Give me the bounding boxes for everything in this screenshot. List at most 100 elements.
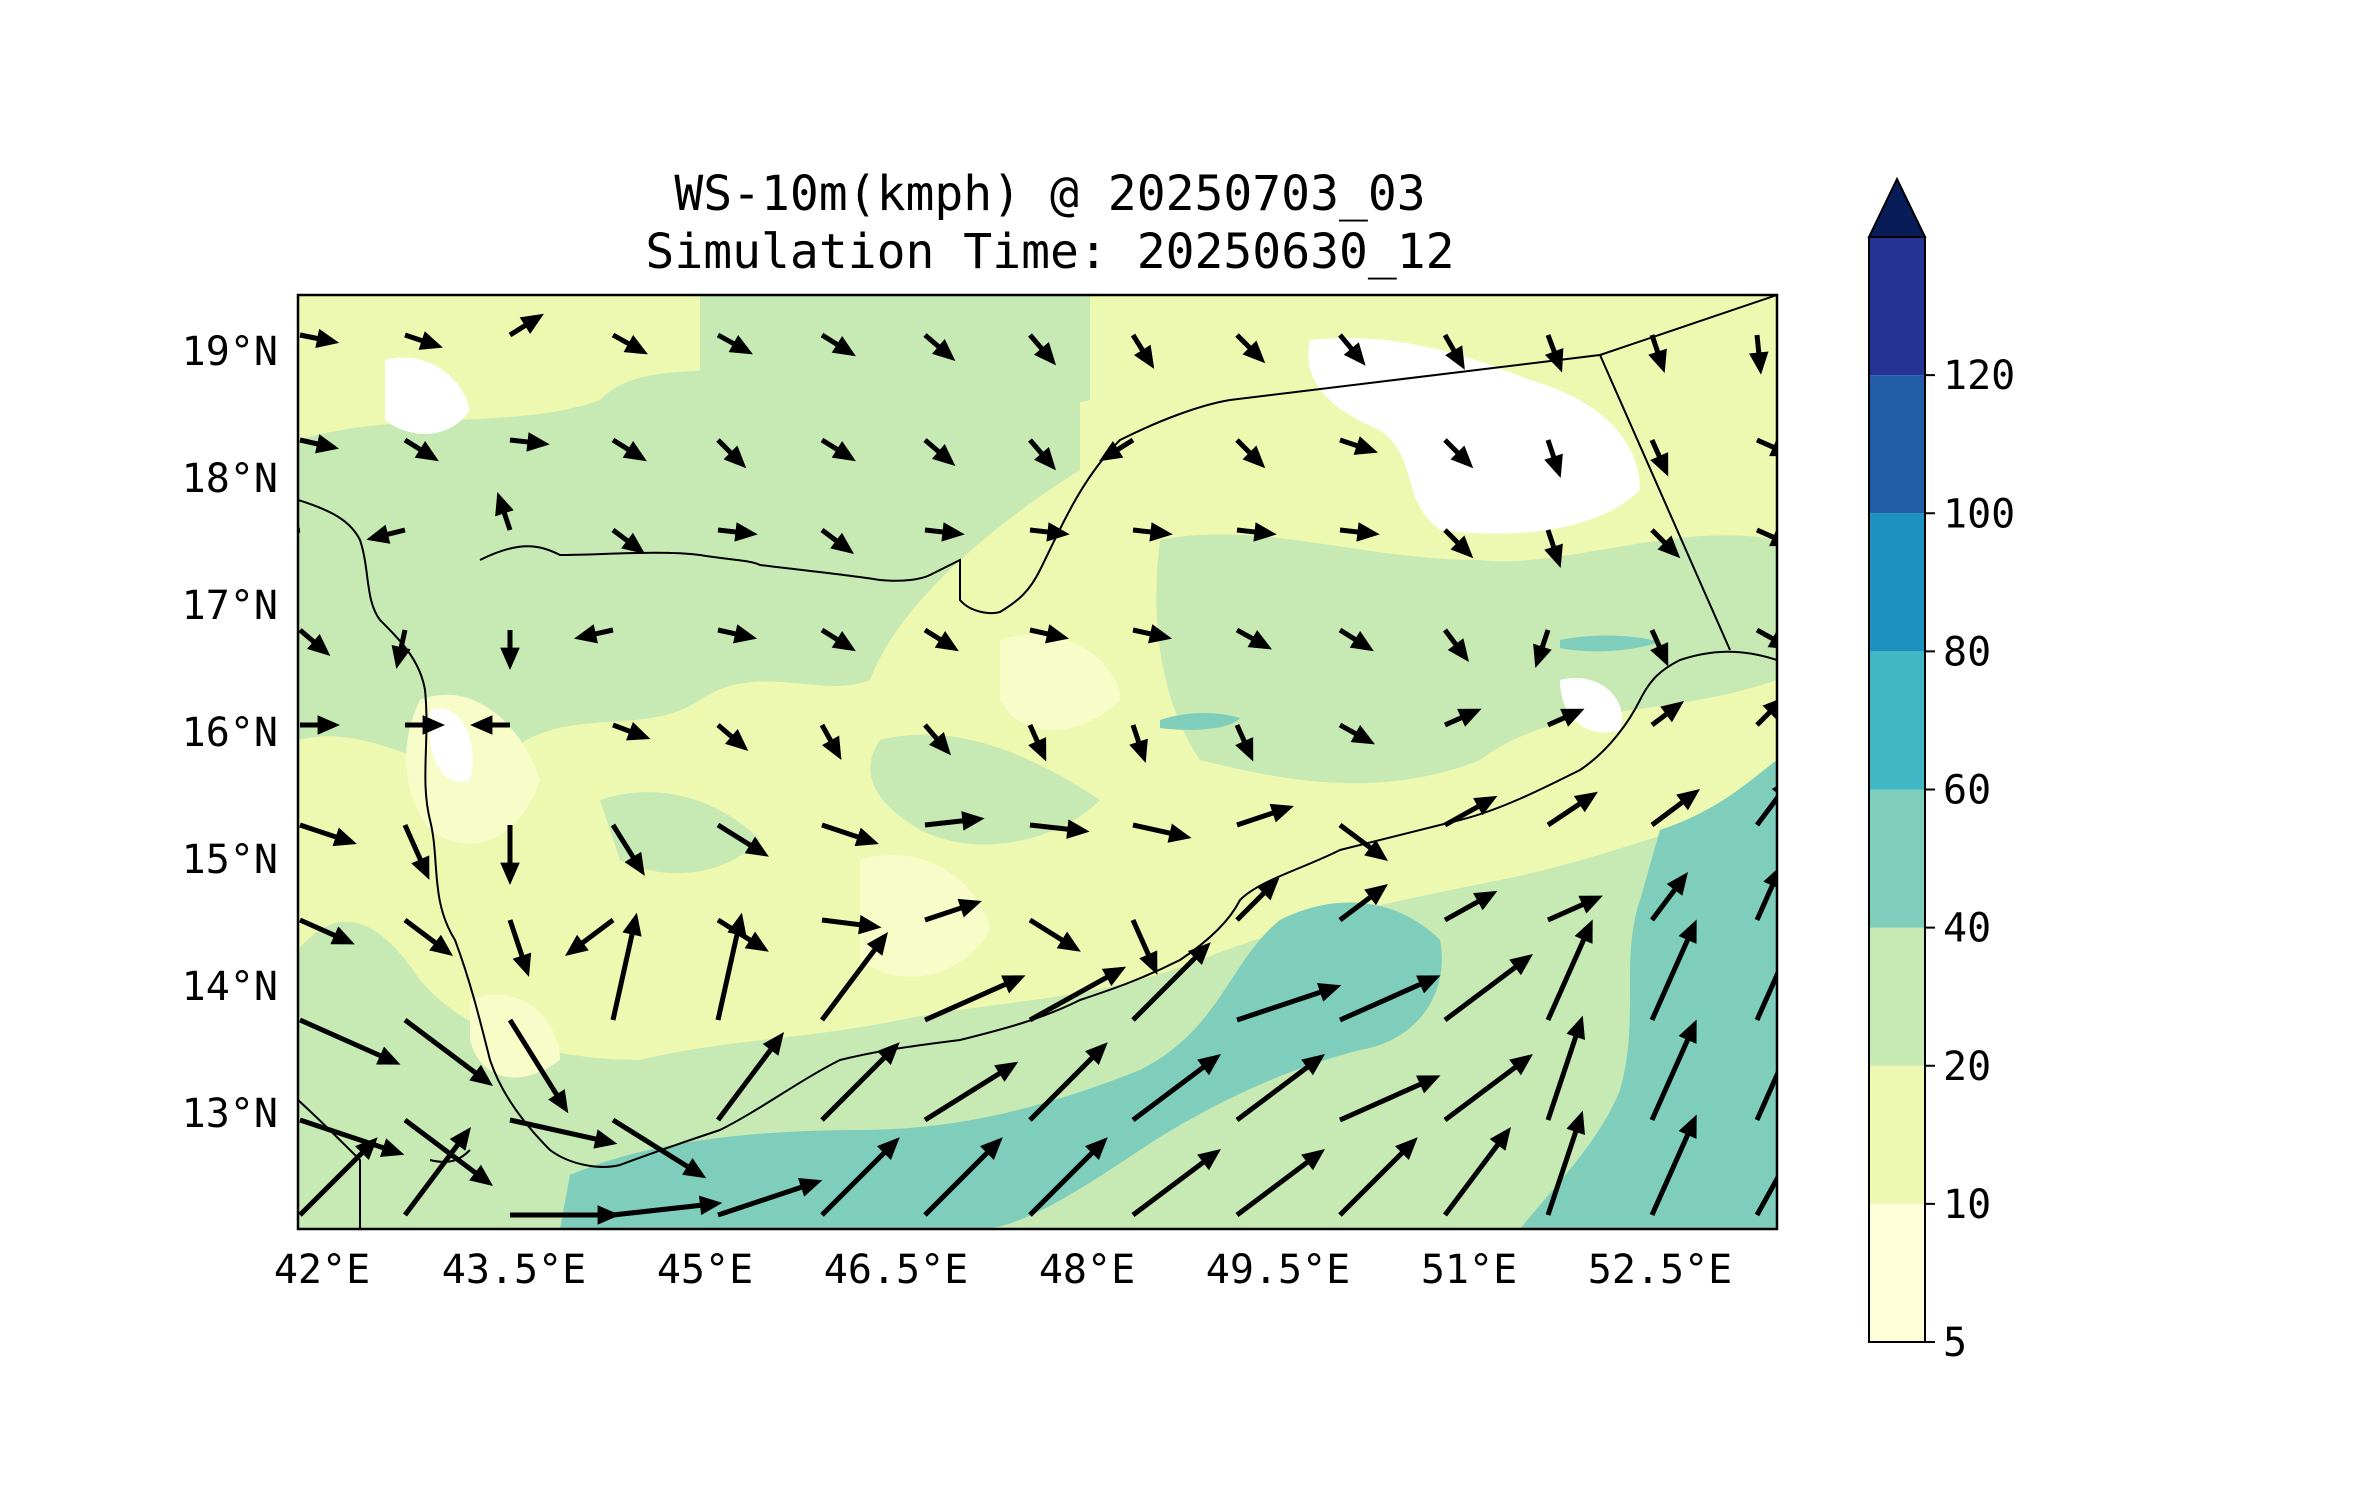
wind-vector-head <box>866 932 888 956</box>
wind-vector-shaft <box>298 1142 373 1217</box>
colorbar-tick-label: 5 <box>1943 1320 1967 1366</box>
wind-vector-head <box>1566 1015 1585 1040</box>
wind-vector-head <box>526 432 550 452</box>
wind-vector-head <box>1301 1149 1325 1171</box>
wind-vector-head <box>1650 642 1669 667</box>
wind-vector-shaft <box>1755 437 1777 452</box>
wind-vector-head <box>1574 919 1593 944</box>
wind-vector-head <box>980 1137 1003 1160</box>
wind-vector-head <box>623 334 648 355</box>
wind-vector-head <box>306 634 331 657</box>
wind-vector-head <box>1767 630 1777 649</box>
wind-vector-head <box>622 912 642 937</box>
wind-vector-head <box>1489 1127 1511 1151</box>
wind-vector-shaft <box>1338 977 1433 1023</box>
wind-vector-head <box>1763 869 1777 888</box>
wind-vector-head <box>1045 624 1070 644</box>
wind-vector-head <box>573 624 598 644</box>
coastlines-borders <box>298 295 1777 1229</box>
wind-vector-head <box>877 1042 900 1065</box>
wind-vector-shaft <box>509 1117 609 1145</box>
lon-tick-label: 52.5°E <box>1588 1247 1733 1293</box>
colorbar-tick-label: 40 <box>1943 906 1991 952</box>
wind-vector-head <box>727 912 747 937</box>
speed-fill-below-5 <box>385 338 1640 782</box>
wind-vector-head <box>1066 819 1090 839</box>
wind-vector-head <box>1301 1054 1325 1076</box>
wind-vector-head <box>1001 975 1026 994</box>
wind-vector-head <box>469 1164 493 1186</box>
wind-vector-head <box>798 1178 823 1197</box>
wind-vector-shaft <box>1545 1119 1582 1216</box>
wind-vector-head <box>723 445 747 469</box>
colorbar-segment <box>1869 375 1925 514</box>
wind-vector-shaft <box>298 1017 393 1063</box>
wind-vector-head <box>931 339 956 362</box>
wind-vector-head <box>1350 724 1375 745</box>
wind-vector-head <box>931 444 956 467</box>
lon-tick-label: 43.5°E <box>442 1247 587 1293</box>
lat-tick-label: 15°N <box>182 837 278 883</box>
wind-vector-head <box>1678 919 1697 944</box>
wind-vector-head <box>597 1205 620 1225</box>
lon-tick-label: 49.5°E <box>1206 1247 1351 1293</box>
wind-vector-head <box>1034 341 1057 366</box>
wind-vector-shaft <box>1236 986 1333 1023</box>
wind-vector-shaft <box>403 1018 487 1082</box>
wind-vector-shaft <box>1754 1173 1777 1217</box>
wind-vector-head <box>1650 452 1669 477</box>
wind-vector-head <box>1509 1054 1533 1076</box>
wind-vector-shaft <box>1545 1024 1582 1121</box>
wind-vector-shaft <box>610 921 638 1021</box>
wind-vector-shaft <box>1755 794 1777 827</box>
wind-vector-head <box>1395 1137 1418 1160</box>
wind-vector-shaft <box>820 938 884 1022</box>
wind-vector-head <box>1242 445 1266 469</box>
lon-tick-label: 45°E <box>657 1247 753 1293</box>
colorbar-segment <box>1869 651 1925 790</box>
colorbar-tick-label: 100 <box>1943 491 2015 537</box>
lat-tick-label: 19°N <box>182 329 278 375</box>
wind-vector-head <box>1660 701 1684 723</box>
wind-vector-head <box>1544 453 1563 478</box>
speed-fill-5-10 <box>406 634 1120 1078</box>
wind-vector-head <box>941 522 965 542</box>
wind-vector-head <box>831 336 856 357</box>
wind-vectors <box>298 313 1777 1225</box>
wind-vector-head <box>1317 983 1342 1002</box>
wind-vector-head <box>961 811 985 831</box>
wind-vector-head <box>1269 803 1294 823</box>
wind-vector-head <box>1748 351 1769 375</box>
wind-vector-shaft <box>820 1047 895 1122</box>
wind-vector-shaft <box>715 921 743 1021</box>
wind-vector-head <box>414 441 439 462</box>
wind-vector-shaft <box>1754 1068 1777 1122</box>
wind-vector-shaft <box>820 1142 895 1217</box>
wind-vector-head <box>1447 638 1469 662</box>
wind-vector-head <box>1676 789 1700 811</box>
wind-vector-head <box>1533 643 1552 668</box>
wind-vector-head <box>1445 345 1465 370</box>
wind-vector-head <box>957 898 982 918</box>
wind-vector-head <box>762 1032 784 1056</box>
wind-vector-head <box>315 328 340 349</box>
wind-vector-head <box>1353 436 1378 455</box>
wind-vector-head <box>854 827 879 847</box>
wind-vector-head <box>1678 1019 1697 1044</box>
wind-vector-head <box>858 914 882 935</box>
wind-vector-head <box>1197 1149 1221 1171</box>
wind-vector-head <box>500 647 520 670</box>
wind-vector-head <box>1573 791 1598 813</box>
wind-vector-head <box>500 862 520 885</box>
lat-tick-label: 14°N <box>182 964 278 1010</box>
wind-vector-head <box>626 722 651 741</box>
wind-vector-head <box>1139 950 1158 975</box>
wind-vector-head <box>621 532 645 554</box>
wind-vector-head <box>1678 1114 1697 1139</box>
wind-vector-shaft <box>1131 947 1206 1022</box>
colorbar: 5 10 20 40 60 80 100 120 <box>1867 176 2015 1366</box>
lon-tick-label: 46.5°E <box>824 1247 969 1293</box>
map-frame <box>296 293 1779 1231</box>
wind-vector-shaft <box>1338 1077 1433 1123</box>
